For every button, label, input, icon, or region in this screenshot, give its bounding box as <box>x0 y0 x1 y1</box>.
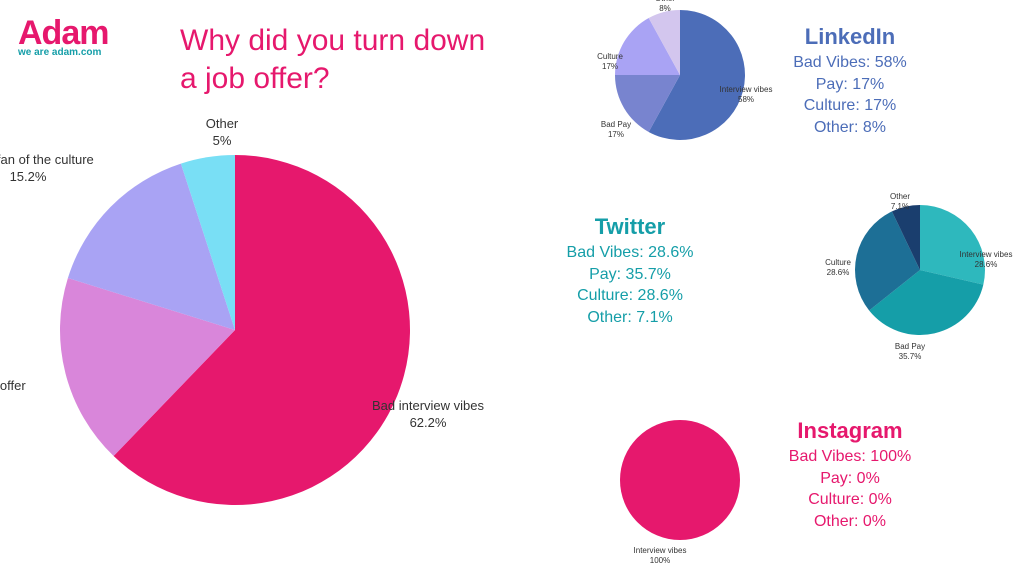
stats-block-instagram: InstagramBad Vibes: 100%Pay: 0%Culture: … <box>765 418 935 532</box>
stats-title: Twitter <box>545 214 715 240</box>
stats-line: Bad Vibes: 100% <box>765 446 935 468</box>
stats-line: Bad Vibes: 58% <box>765 52 935 74</box>
stats-block-twitter: TwitterBad Vibes: 28.6%Pay: 35.7%Culture… <box>545 214 715 328</box>
stats-block-linkedin: LinkedInBad Vibes: 58%Pay: 17%Culture: 1… <box>765 24 935 138</box>
stats-line: Pay: 0% <box>765 468 935 490</box>
stats-line: Bad Vibes: 28.6% <box>545 242 715 264</box>
stats-line: Culture: 17% <box>765 95 935 117</box>
pie-slice-label: Culture17% <box>597 52 623 71</box>
stats-line: Culture: 0% <box>765 489 935 511</box>
pie-svg <box>608 408 752 552</box>
logo-main-text: Adam <box>18 18 108 49</box>
pie-slice-label: Culture28.6% <box>825 258 851 277</box>
pie-slice-label: Bad pay/Better offer17.6% <box>0 378 26 412</box>
stats-line: Other: 8% <box>765 117 935 139</box>
pie-slice-label: Other8% <box>655 0 675 13</box>
stats-line: Pay: 17% <box>765 74 935 96</box>
pie-slice-label: Other5% <box>206 116 239 150</box>
page-title: Why did you turn down a job offer? <box>180 22 500 97</box>
logo-sub-text: we are adam.com <box>18 47 108 58</box>
stats-title: LinkedIn <box>765 24 935 50</box>
pie-slice-label: Interview vibes100% <box>634 546 687 565</box>
pie-svg <box>48 143 422 517</box>
pie-slice-label: Bad Pay17% <box>601 120 631 139</box>
pie-chart <box>48 143 422 517</box>
brand-logo: Adam we are adam.com <box>18 18 108 58</box>
stats-title: Instagram <box>765 418 935 444</box>
stats-line: Pay: 35.7% <box>545 264 715 286</box>
pie-chart <box>843 193 997 347</box>
pie-slice-label: Bad Pay35.7% <box>895 342 925 361</box>
pie-slice <box>620 420 740 540</box>
pie-slice-label: Not a fan of the culture15.2% <box>0 152 94 186</box>
pie-svg <box>843 193 997 347</box>
stats-line: Other: 7.1% <box>545 307 715 329</box>
pie-slice-label: Interview vibes28.6% <box>960 250 1013 269</box>
pie-slice-label: Other7.1% <box>890 192 910 211</box>
stats-line: Culture: 28.6% <box>545 285 715 307</box>
pie-chart <box>608 408 752 552</box>
stats-line: Other: 0% <box>765 511 935 533</box>
pie-slice-label: Bad interview vibes62.2% <box>372 398 484 432</box>
